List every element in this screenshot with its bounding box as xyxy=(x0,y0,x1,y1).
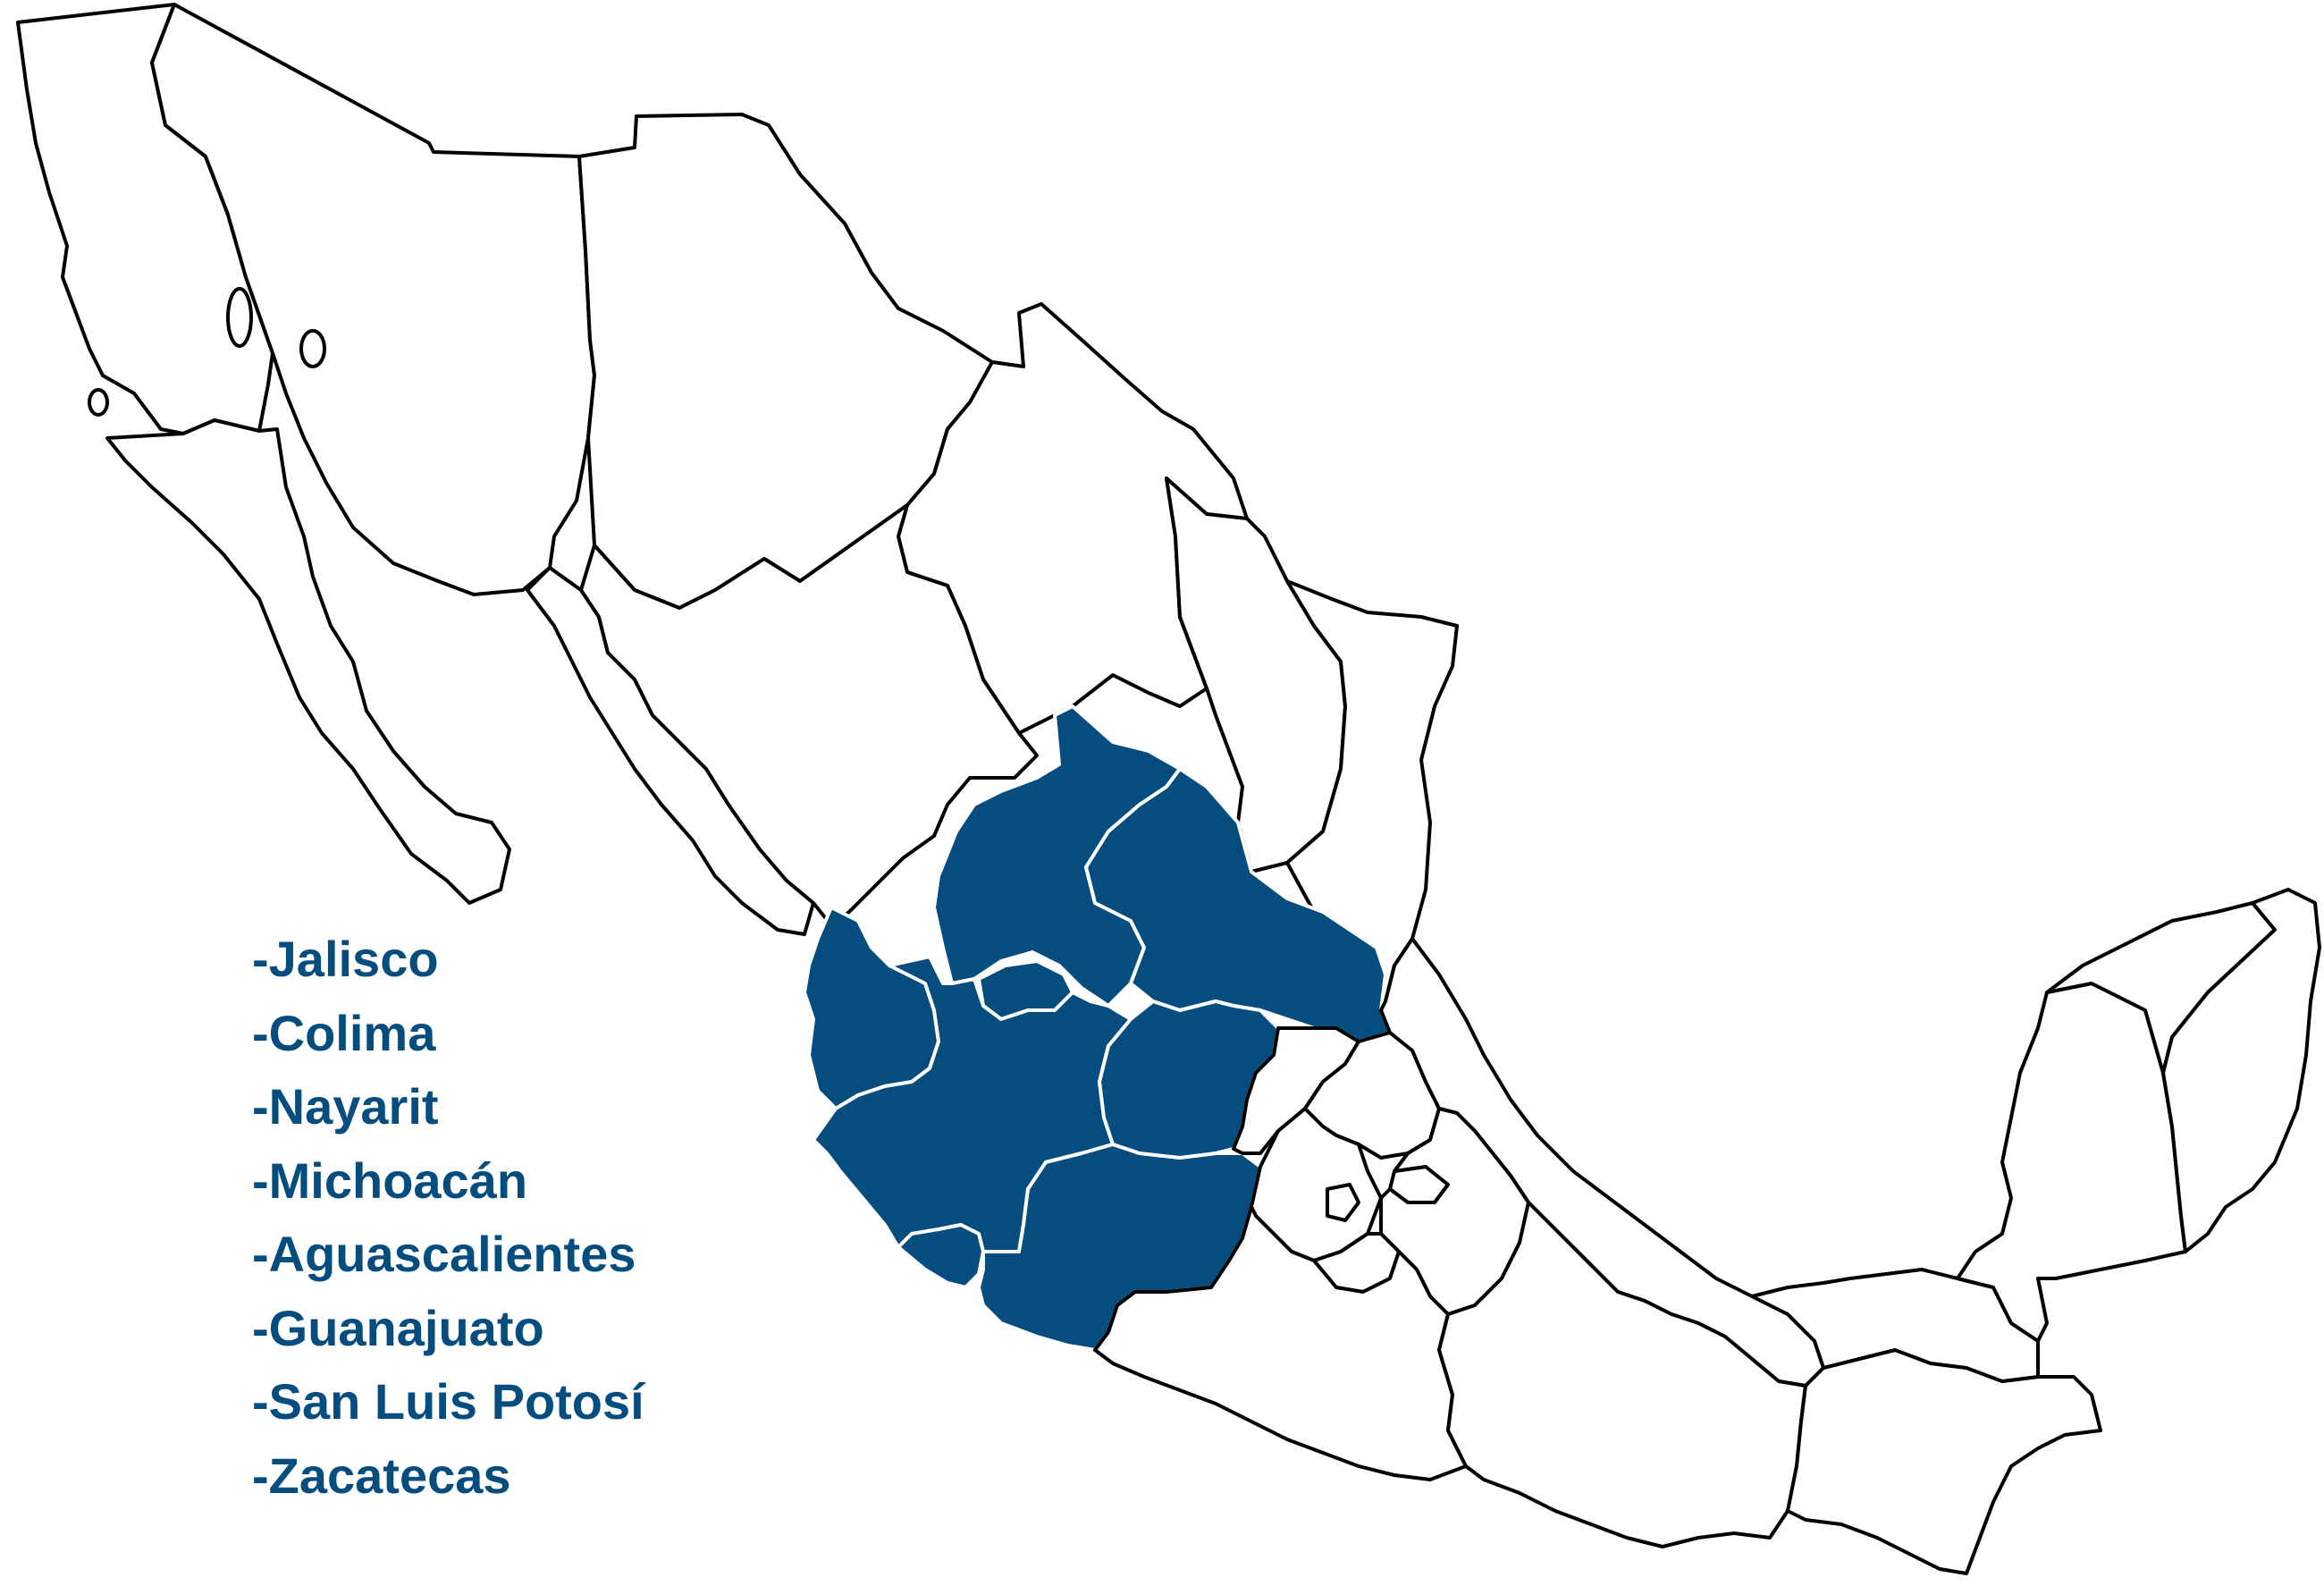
lake-1 xyxy=(226,287,253,348)
state-quintana-roo xyxy=(2161,888,2321,1253)
legend-item-aguascalientes: -Aguascalientes xyxy=(252,1226,636,1282)
state-durango xyxy=(579,503,1039,927)
lake-2 xyxy=(299,329,326,368)
state-colima xyxy=(897,1223,985,1289)
state-tabasco xyxy=(1750,1268,2040,1383)
legend-item-san-luis-potosi: -San Luis Potosí xyxy=(252,1373,644,1430)
legend-item-nayarit: -Nayarit xyxy=(252,1078,439,1135)
legend-item-zacatecas: -Zacatecas xyxy=(252,1447,511,1504)
state-queretaro xyxy=(1232,1026,1360,1155)
legend-item-colima: -Colima xyxy=(252,1004,436,1061)
lakes xyxy=(88,287,326,417)
state-outlines xyxy=(16,3,2321,1575)
legend-item-jalisco: -Jalisco xyxy=(252,931,439,987)
state-cdmx xyxy=(1326,1183,1360,1222)
state-chiapas xyxy=(1786,1348,2102,1575)
state-legend: -Jalisco -Colima -Nayarit -Michoacán -Ag… xyxy=(252,923,644,1513)
state-san-luis-potosi xyxy=(1084,767,1392,1043)
legend-item-guanajuato: -Guanajuato xyxy=(252,1299,544,1356)
state-baja-california-sur xyxy=(105,418,511,905)
island xyxy=(88,388,109,417)
legend-item-michoacan: -Michoacán xyxy=(252,1152,528,1209)
state-guerrero xyxy=(1093,1205,1468,1481)
